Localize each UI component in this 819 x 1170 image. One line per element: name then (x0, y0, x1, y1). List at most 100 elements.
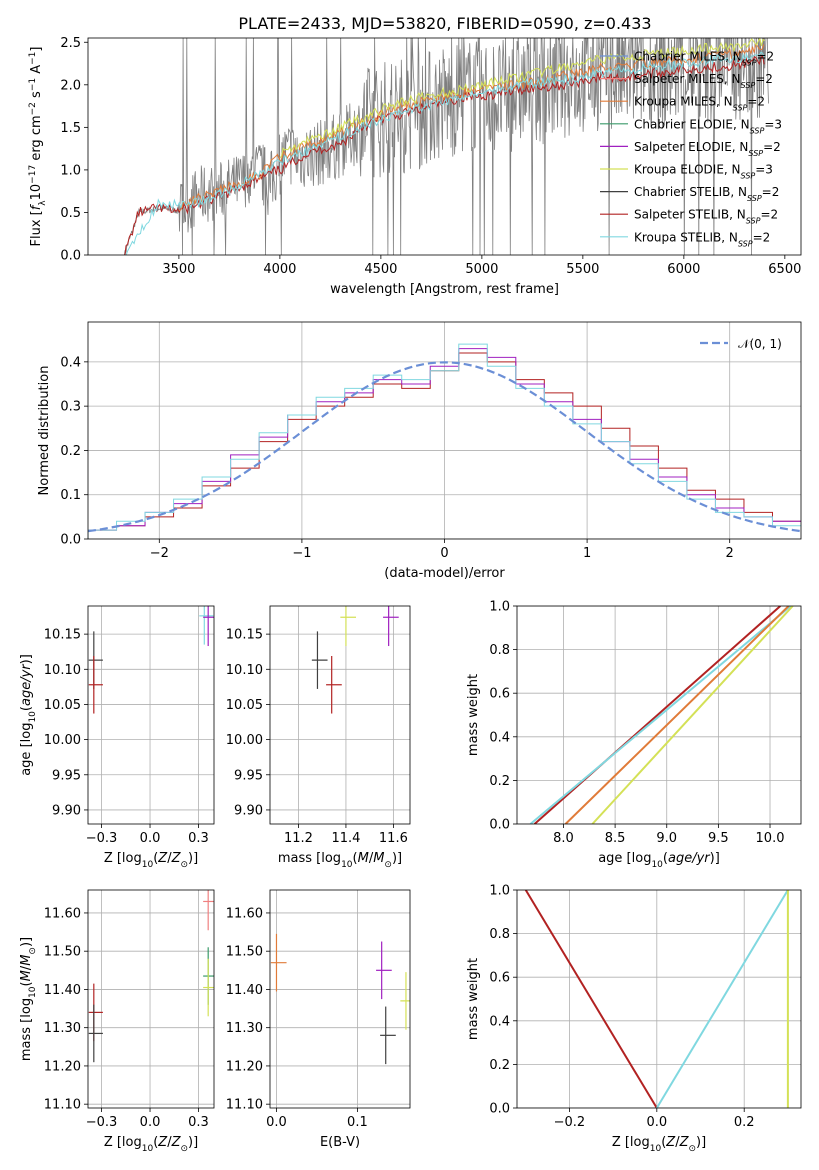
y-tick-label: 0.0 (60, 533, 81, 548)
axes-frame (516, 605, 802, 825)
axes-frame (269, 889, 411, 1109)
mass-weight-line (655, 890, 789, 1108)
y-tick-label: 0.1 (60, 488, 81, 503)
x-tick-label: 6000 (667, 262, 700, 277)
axes-frame (87, 889, 215, 1109)
y-tick-label: 0.8 (489, 643, 510, 658)
plot-area-spectrum (124, 38, 769, 255)
y-axis-label: mass weight (466, 674, 481, 756)
legend-label: Chabrier ELODIE, NSSP=3 (634, 117, 782, 135)
plot-area-age-vs-mass (270, 606, 410, 824)
y-tick-label: 10.05 (226, 698, 263, 713)
y-tick-label: 9.95 (52, 768, 81, 783)
y-tick-label: 11.40 (226, 983, 263, 998)
spectrum-legend: Chabrier MILES, NSSP=2 Salpeter MILES, NS… (600, 50, 782, 248)
model-line (279, 38, 765, 159)
x-axis-label: age [log10(age/yr)] (598, 851, 720, 870)
legend-label: Chabrier MILES, NSSP=2 (634, 50, 774, 68)
plot-area-mass-weight-vs-Z (517, 890, 801, 1108)
axes-frame (269, 605, 411, 825)
x-tick-label: 0.3 (188, 831, 209, 846)
y-tick-label: 0.5 (60, 206, 81, 221)
x-tick-label: 11.6 (379, 831, 408, 846)
y-tick-label: 10.05 (44, 698, 81, 713)
y-tick-label: 0.2 (489, 774, 510, 789)
x-axis-label: Z [log10(Z/Z⊙)] (104, 851, 198, 870)
x-tick-label: 0.0 (140, 1115, 161, 1130)
y-axis-label: mass weight (466, 958, 481, 1040)
x-tick-label: 4000 (263, 262, 296, 277)
panel-age-vs-mass: 11.2 11.4 11.6 9.90 9.95 10.00 10.05 10.10 10.15… (226, 605, 411, 870)
legend-label: Salpeter ELODIE, NSSP=2 (634, 140, 781, 158)
x-tick-label: −0.2 (554, 1115, 586, 1130)
normal-curve (88, 361, 801, 533)
x-tick-label: 4500 (364, 262, 397, 277)
y-axis-label: age [log10(age/yr)] (19, 654, 38, 776)
x-tick-label: 5500 (566, 262, 599, 277)
y-tick-label: 11.30 (44, 1021, 81, 1036)
legend-label: Kroupa STELIB, NSSP=2 (634, 230, 770, 248)
x-axis-label: Z [log10(Z/Z⊙)] (104, 1135, 198, 1154)
y-tick-label: 0.0 (489, 818, 510, 833)
y-tick-label: 11.50 (226, 945, 263, 960)
y-tick-label: 0.8 (489, 927, 510, 942)
legend-label: Chabrier STELIB, NSSP=2 (634, 185, 779, 203)
x-axis-label: Z [log10(Z/Z⊙)] (612, 1135, 706, 1154)
y-tick-label: 0.6 (489, 971, 510, 986)
plot-area-mass-vs-Z (88, 890, 214, 1108)
legend-label: Kroupa ELODIE, NSSP=3 (634, 163, 773, 181)
panel-spectrum: 3500 4000 4500 5000 5500 6000 6500 0.0 0.5 1.0 1.5… (28, 36, 802, 297)
y-tick-label: 9.90 (52, 803, 81, 818)
panel-mass-weight-vs-age: 8.0 8.5 9.0 9.5 10.0 0.0 0.2 0.4 0.6 0.8 1.0 age [l… (466, 600, 802, 870)
x-tick-label: 0.0 (266, 1115, 287, 1130)
x-tick-label: 8.5 (605, 831, 626, 846)
x-tick-label: 6500 (768, 262, 801, 277)
x-axis-label: wavelength [Angstrom, rest frame] (330, 282, 559, 297)
x-axis-label: E(B-V) (320, 1135, 360, 1150)
y-tick-label: 0.2 (489, 1058, 510, 1073)
y-tick-label: 11.50 (44, 945, 81, 960)
x-tick-label: 9.0 (656, 831, 677, 846)
y-tick-label: 9.90 (234, 803, 263, 818)
panel-residuals: −2 −1 0 1 2 0.0 0.1 0.2 0.3 0.4 (data-model)/error… (37, 321, 802, 581)
y-tick-label: 11.20 (44, 1059, 81, 1074)
legend-label: Kroupa MILES, NSSP=2 (634, 95, 765, 113)
y-tick-label: 10.00 (44, 733, 81, 748)
y-tick-label: 0.0 (489, 1102, 510, 1117)
x-tick-label: 11.2 (284, 831, 313, 846)
y-tick-label: 1.5 (60, 121, 81, 136)
y-tick-label: 0.0 (60, 249, 81, 264)
mass-weight-line (533, 606, 782, 824)
mass-weight-line (591, 606, 794, 824)
y-tick-label: 11.10 (44, 1098, 81, 1113)
y-tick-label: 11.10 (226, 1098, 263, 1113)
plot-area-age-vs-Z (88, 606, 214, 824)
x-tick-label: 8.0 (553, 831, 574, 846)
legend-label: Salpeter STELIB, NSSP=2 (634, 208, 778, 226)
x-axis-label: mass [log10(M/M⊙)] (278, 851, 402, 870)
y-tick-label: 11.20 (226, 1059, 263, 1074)
mass-weight-line (524, 890, 658, 1108)
y-tick-label: 10.00 (226, 733, 263, 748)
y-axis-label: Normed distribution (37, 366, 52, 496)
x-tick-label: 1 (583, 546, 591, 561)
x-tick-label: 0.0 (646, 1115, 667, 1130)
x-tick-label: 0 (440, 546, 448, 561)
y-tick-label: 10.10 (226, 663, 263, 678)
x-tick-label: 9.5 (708, 831, 729, 846)
y-tick-label: 11.30 (226, 1021, 263, 1036)
y-tick-label: 10.15 (226, 628, 263, 643)
x-axis-label: (data-model)/error (384, 566, 505, 581)
y-tick-label: 0.3 (60, 400, 81, 415)
x-tick-label: 11.4 (331, 831, 360, 846)
plot-area-residuals (88, 322, 801, 539)
y-tick-label: 0.4 (60, 355, 81, 370)
plot-area-mass-vs-EBV (270, 890, 410, 1108)
mass-weight-line (529, 606, 792, 824)
y-tick-label: 0.2 (60, 444, 81, 459)
y-axis-label: mass [log10(M/M⊙)] (19, 937, 38, 1061)
panel-age-vs-Z: −0.3 0.0 0.3 9.90 9.95 10.00 10.05 10.10 10.15 Z … (19, 605, 215, 870)
y-tick-label: 1.0 (489, 600, 510, 615)
y-tick-label: 1.0 (489, 884, 510, 899)
